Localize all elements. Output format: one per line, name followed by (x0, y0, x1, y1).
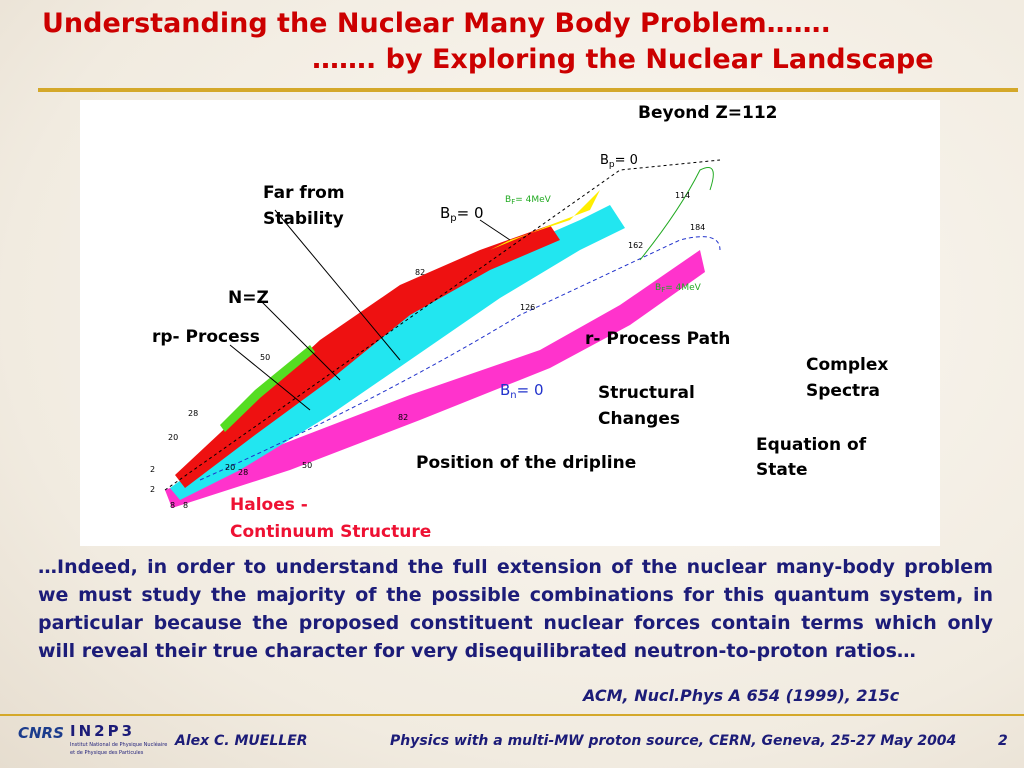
guide-lines (229, 209, 511, 411)
figure-label: r- Process Path (585, 329, 730, 349)
figure-label: Structural (598, 383, 695, 403)
magic-number: 82 (415, 268, 425, 277)
magic-number: 162 (628, 241, 643, 250)
magic-number: 20 (225, 463, 235, 472)
separation-label: Bp= 0 (600, 153, 638, 170)
figure-label: N=Z (228, 288, 269, 308)
figure-label: State (756, 460, 808, 480)
magic-number: 82 (398, 413, 408, 422)
institute-name: et de Physique des Particules (70, 750, 144, 756)
bf-contour (639, 167, 714, 261)
citation: ACM, Nucl.Phys A 654 (1999), 215c (583, 686, 900, 705)
magic-number: 2 (150, 485, 155, 494)
body-text: …Indeed, in order to understand the full… (38, 556, 993, 662)
magic-number: 184 (690, 223, 705, 232)
magic-number: 28 (238, 468, 248, 477)
magic-number: 50 (260, 353, 270, 362)
figure-label: Spectra (806, 381, 880, 401)
figure-label: Stability (263, 209, 344, 229)
green-region (220, 345, 315, 432)
footer-divider (0, 714, 1024, 716)
title-line: ……. by Exploring the Nuclear Landscape (312, 44, 934, 75)
figure-label: Beyond Z=112 (638, 103, 778, 123)
divider (38, 88, 1018, 92)
magic-number: 20 (168, 433, 178, 442)
r-process-band (165, 250, 705, 508)
figure-label: Far from (263, 183, 345, 203)
red-region (175, 225, 560, 488)
magic-number: 114 (675, 191, 690, 200)
logo-cnrs: CNRS (18, 724, 64, 742)
figure-label: Changes (598, 409, 680, 429)
figure-label: Equation of (756, 435, 867, 455)
magic-number: 8 (183, 501, 188, 510)
footer-author: Alex C. MUELLER (175, 733, 308, 749)
footer-event: Physics with a multi-MW proton source, C… (390, 733, 957, 749)
magic-number: 8 (170, 501, 175, 510)
cyan-region (170, 205, 625, 500)
separation-label: BF= 4MeV (655, 283, 702, 294)
institute-name: Institut National de Physique Nucléaire (70, 742, 168, 748)
separation-label: BF= 4MeV (505, 195, 552, 206)
figure-label: rp- Process (152, 327, 260, 347)
separation-label: Bn= 0 (500, 381, 544, 401)
magic-number: 2 (150, 465, 155, 474)
figure-label: Complex (806, 355, 888, 375)
magic-number: 28 (188, 409, 198, 418)
magic-number: 50 (302, 461, 312, 470)
magic-number: 126 (520, 303, 535, 312)
figure-label: Position of the dripline (416, 453, 636, 473)
title-line: Understanding the Nuclear Many Body Prob… (42, 8, 831, 39)
page-number: 2 (998, 733, 1008, 749)
logo-in2p3: IN2P3 (70, 722, 136, 740)
figure-label: Haloes - (230, 495, 308, 515)
figure-label: Continuum Structure (230, 522, 431, 542)
separation-label: Bp= 0 (440, 204, 484, 224)
neutron-dripline (199, 236, 721, 481)
nuclear-chart-figure: Beyond Z=112 Far from Stability N=Z rp- … (80, 100, 940, 546)
